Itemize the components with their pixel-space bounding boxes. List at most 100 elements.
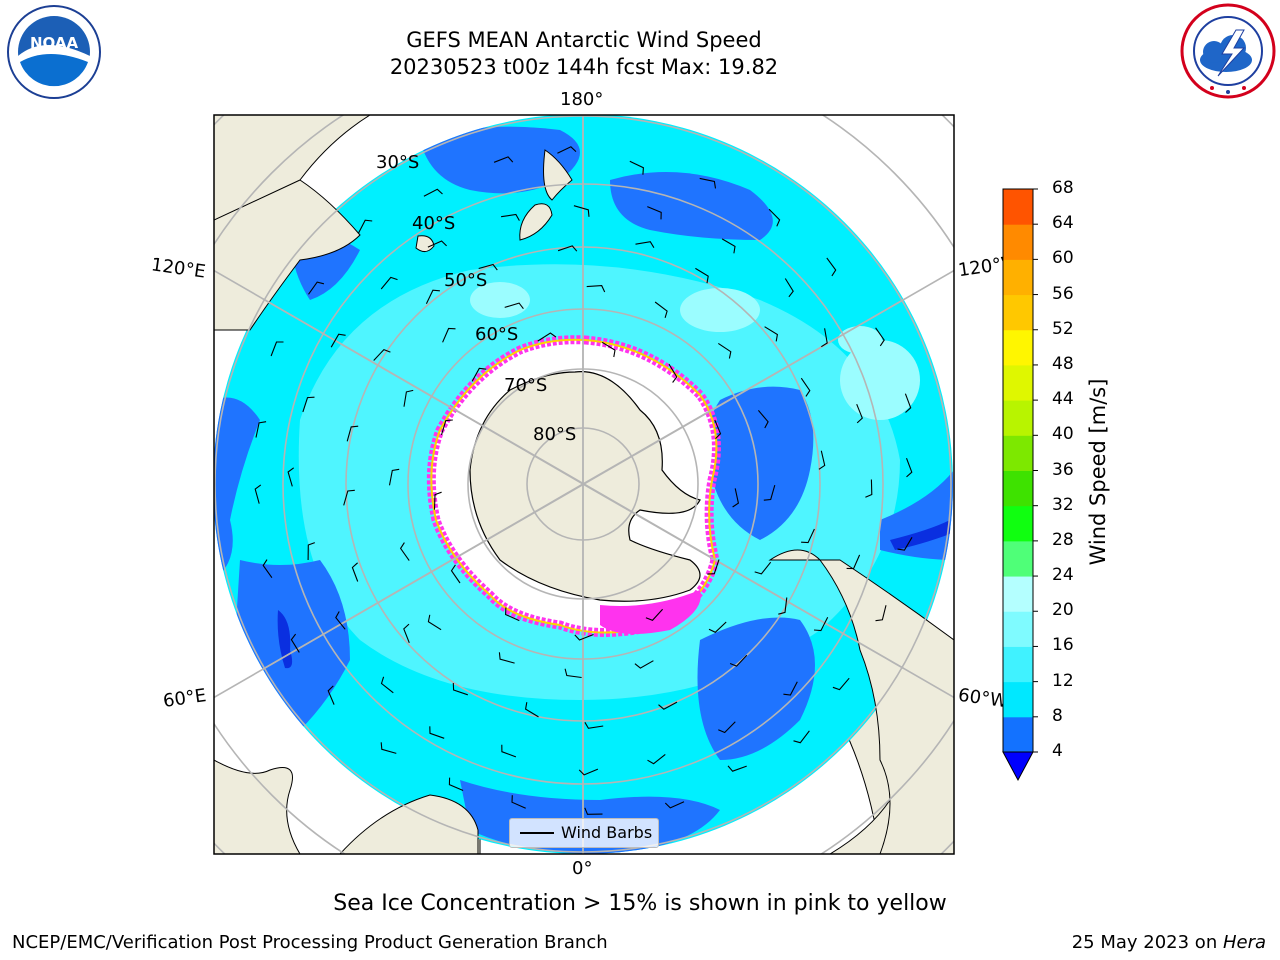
wind-barb [875,327,885,347]
footer-machine: Hera [1222,932,1266,953]
tasmania [415,235,435,252]
wind-barb [564,668,582,679]
wind-barb [330,333,346,348]
wind-barb [307,542,315,561]
wind-barb [826,257,837,277]
colorbar-tick-label: 28 [1052,529,1074,550]
colorbar [1002,188,1038,782]
wind-barb [813,617,829,632]
lat-label-30s: 30°S [376,152,420,173]
colorbar-tick-label: 64 [1052,213,1074,234]
wind-barb [423,188,443,197]
wind-barb [635,241,655,248]
wind-barb [783,681,798,696]
wind-barb [440,419,453,436]
colorbar-cell [1003,400,1033,436]
wind-barb [380,676,394,694]
colorbar-tick-label: 40 [1052,424,1074,445]
wind-barb [586,285,606,293]
wind-barb [601,341,616,358]
footer-credit: NCEP/EMC/Verification Post Processing Pr… [12,932,608,953]
wind-barb [501,213,520,221]
wind-barb [557,146,577,154]
colorbar-cell [1003,259,1033,296]
wind-barb [498,652,515,664]
wind-barb [478,263,498,271]
footer-date: 25 May 2023 on Hera [1072,932,1266,953]
lat-label-60s: 60°S [475,324,519,345]
wind-barb [493,156,514,163]
map-title: GEFS MEAN Antarctic Wind Speed [406,28,762,52]
wind-barb [537,332,557,342]
wind-barb [380,276,398,290]
wind-barb [403,623,410,644]
wind-barb [343,489,355,506]
colorbar-cell [1003,294,1033,331]
wind-barb [351,562,359,582]
wind-barb [647,206,662,220]
colorbar-tick-label: 36 [1052,459,1074,480]
wind-barb [778,597,788,615]
wind-barb [905,458,913,478]
wind-barb [865,479,873,498]
wind-barb [504,302,524,310]
wind-barb [524,702,539,718]
colorbar-tick-label: 44 [1052,389,1074,410]
wind-barb [727,765,747,772]
wind-barb [255,421,267,438]
wind-barb [754,561,772,575]
wind-barb [732,488,740,508]
colorbar-tick-label: 8 [1052,705,1063,726]
antarctica-land [469,371,701,602]
colorbar-tick-label: 20 [1052,600,1074,621]
wind-barb [501,744,517,758]
wind-barb [904,393,912,413]
wind-barb [262,559,273,579]
wind-barb [346,425,359,442]
wind-barb [327,685,335,705]
colorbar-cell [1003,329,1033,366]
map-legend: Wind Barbs [509,818,659,848]
wind-barb [578,768,599,776]
wind-barb [818,450,826,470]
wind-barb [846,554,861,570]
wind-barb [897,537,913,551]
map-subtitle: 20230523 t00z 144h fcst Max: 19.82 [389,55,779,79]
colorbar-cell [1003,364,1033,401]
wind-barb [721,238,736,254]
lat-label-40s: 40°S [412,213,456,234]
colorbar-tick-label: 4 [1052,741,1063,761]
wind-barb [708,621,727,633]
wind-barb [433,491,442,510]
new-zealand [519,149,573,241]
colorbar-cell [1003,540,1033,577]
wind-barb [388,468,400,486]
lat-label-80s: 80°S [533,424,577,445]
wind-barb [764,326,779,342]
wind-barb [718,721,736,734]
wind-barb [557,245,578,252]
wind-barb-legend-icon [520,832,554,834]
wind-barb [270,341,284,357]
sea-ice-caption: Sea Ice Concentration > 15% is shown in … [333,891,947,916]
wind-barb [763,484,776,501]
lat-label-50s: 50°S [444,270,488,291]
nws-logo-icon [1180,3,1276,99]
wind-barb [707,559,720,575]
wind-barb [714,419,722,439]
colorbar-cell [1003,224,1033,260]
wind-barb [452,682,468,696]
noaa-logo-icon: NOAA [7,5,101,99]
wind-barb [427,614,442,631]
colorbar-cell [1003,470,1033,507]
wind-barbs [254,146,913,815]
wind-barb [287,467,295,487]
colorbar-cell [1003,505,1033,542]
colorbar-tick-label: 24 [1052,565,1074,586]
wind-barb [573,205,590,217]
colorbar-tick-label: 56 [1052,283,1074,304]
wind-barb [645,608,664,621]
wind-barb [399,542,410,561]
colorbar-cell [1003,611,1033,647]
wind-barb [442,327,456,343]
